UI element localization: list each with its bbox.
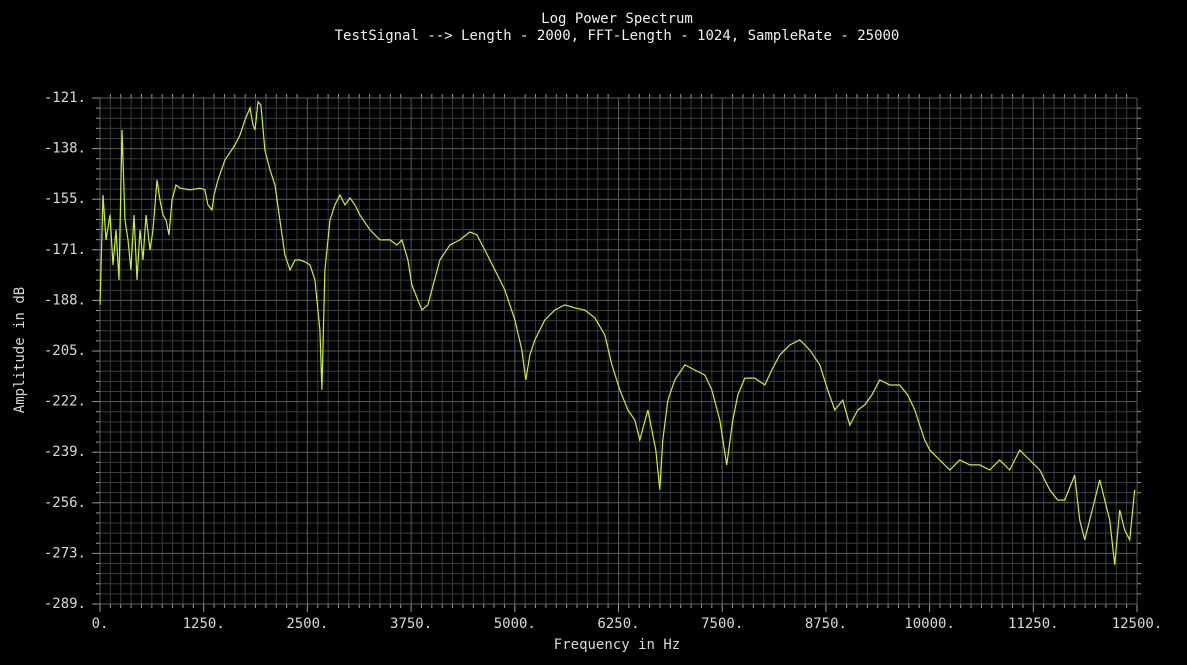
chart-subtitle: TestSignal --> Length - 2000, FFT-Length… — [335, 28, 900, 44]
y-tick-label: -273. — [44, 545, 86, 561]
x-tick-label: 1250. — [183, 616, 225, 632]
x-tick-label: 6250. — [597, 616, 639, 632]
x-tick-label: 8750. — [805, 616, 847, 632]
x-tick-label: 2500. — [286, 616, 328, 632]
x-tick-label: 0. — [92, 616, 109, 632]
x-tick-label: 12500. — [1112, 616, 1163, 632]
x-tick-label: 3750. — [390, 616, 432, 632]
x-tick-label: 11250. — [1008, 616, 1059, 632]
y-tick-label: -155. — [44, 191, 86, 207]
y-tick-label: -239. — [44, 444, 86, 460]
y-tick-label: -188. — [44, 292, 86, 308]
chart-title: Log Power Spectrum — [541, 11, 693, 27]
y-axis-label: Amplitude in dB — [12, 287, 28, 413]
x-axis-label: Frequency in Hz — [554, 637, 680, 653]
y-tick-label: -222. — [44, 394, 86, 410]
x-tick-label: 10000. — [904, 616, 955, 632]
y-tick-label: -171. — [44, 242, 86, 258]
y-tick-label: -256. — [44, 495, 86, 511]
y-tick-label: -289. — [44, 596, 86, 612]
y-tick-label: -205. — [44, 343, 86, 359]
x-tick-label: 7500. — [701, 616, 743, 632]
spectrum-line — [99, 100, 1136, 565]
x-tick-label: 5000. — [494, 616, 536, 632]
y-tick-label: -138. — [44, 141, 86, 157]
y-tick-label: -121. — [44, 90, 86, 106]
